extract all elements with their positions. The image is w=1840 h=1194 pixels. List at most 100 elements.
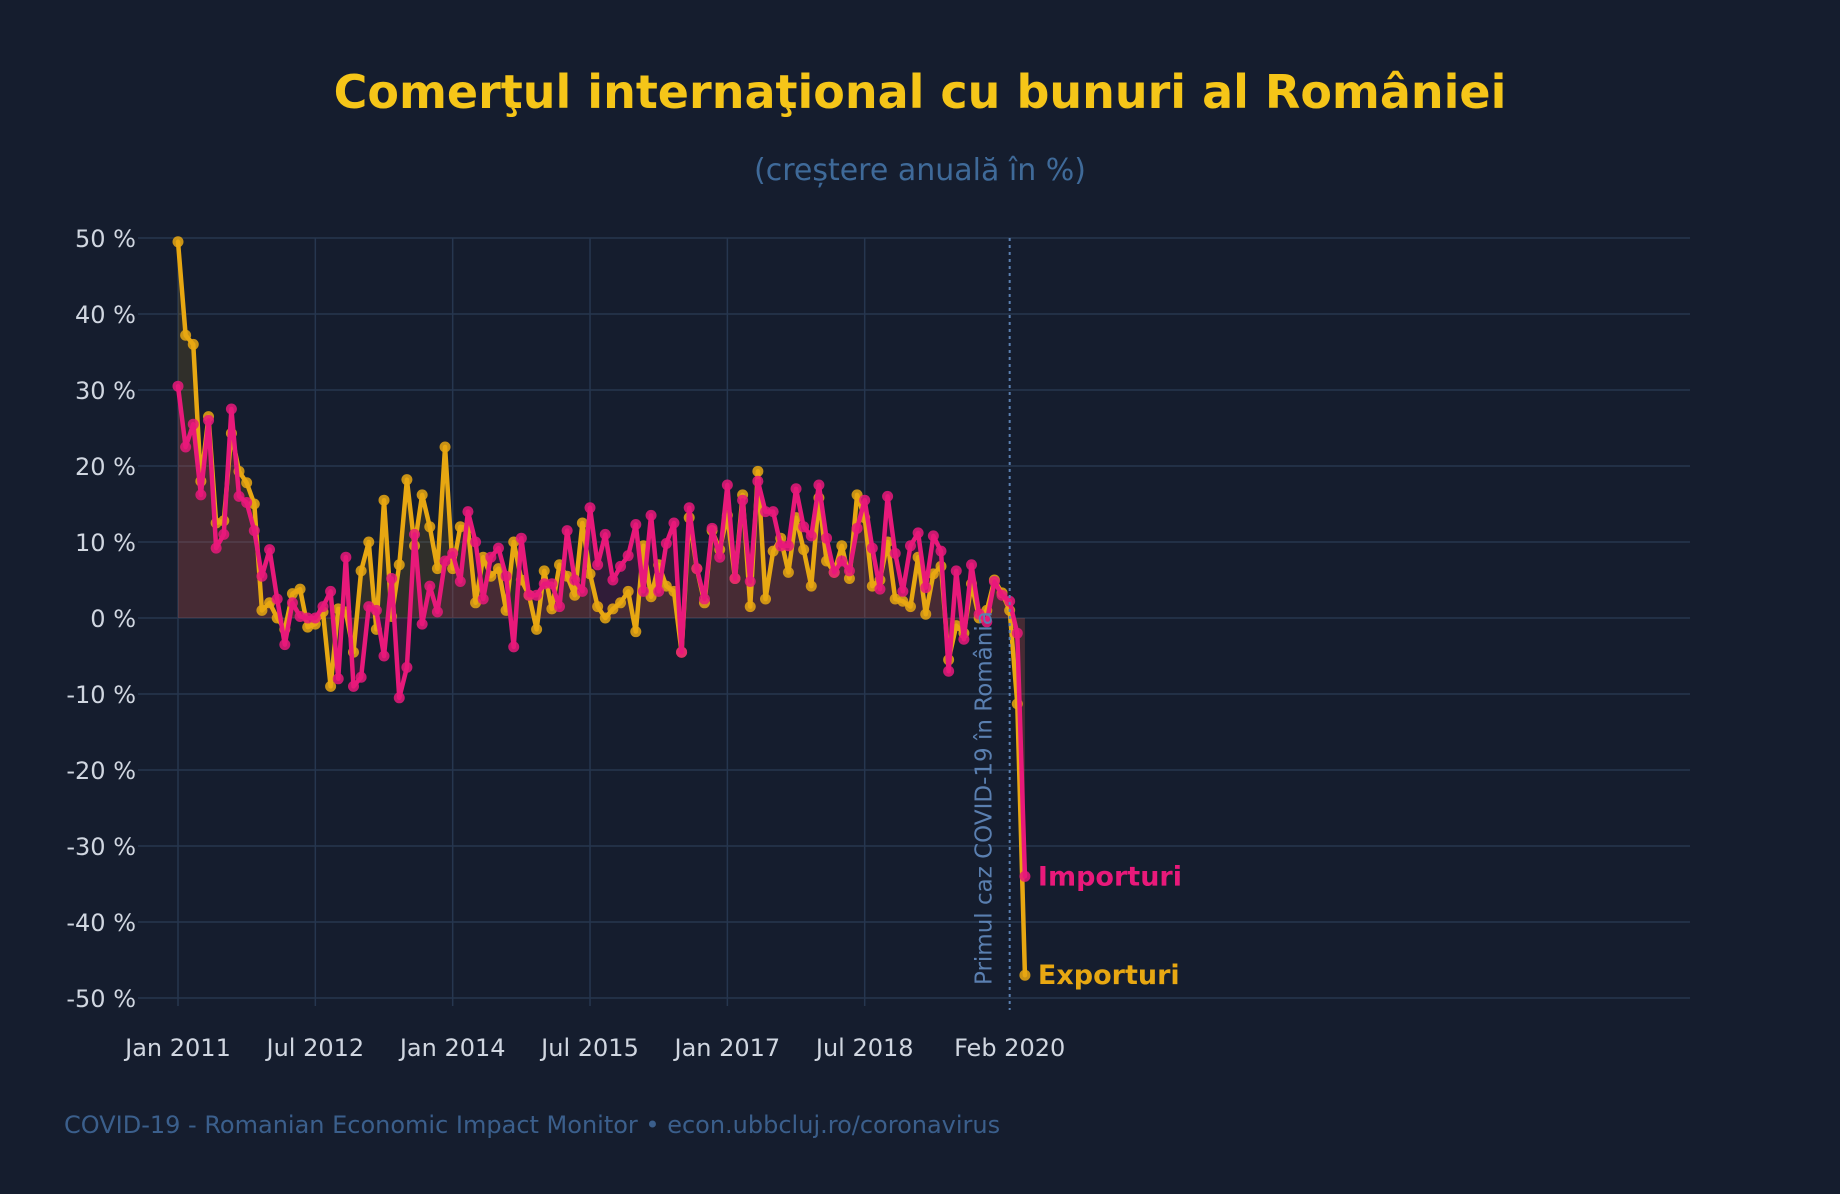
data-point <box>889 547 901 559</box>
data-point <box>660 580 672 592</box>
y-tick-label: 20 % <box>75 453 136 481</box>
data-point <box>256 604 268 616</box>
data-point <box>576 517 588 529</box>
data-point <box>233 490 245 502</box>
data-point <box>904 601 916 613</box>
data-point <box>279 639 291 651</box>
data-point <box>439 441 451 453</box>
data-point <box>203 414 215 426</box>
data-point <box>470 536 482 548</box>
data-point <box>538 578 550 590</box>
data-point <box>599 528 611 540</box>
data-point <box>172 236 184 248</box>
data-point <box>927 530 939 542</box>
data-point <box>370 604 382 616</box>
data-point <box>492 542 504 554</box>
data-point <box>508 641 520 653</box>
data-point <box>927 568 939 580</box>
data-point <box>805 580 817 592</box>
data-point <box>744 576 756 588</box>
data-point <box>798 521 810 533</box>
data-point <box>218 528 230 540</box>
data-point <box>309 612 321 624</box>
data-point <box>241 496 253 508</box>
grid-lines <box>138 237 1690 1006</box>
data-point <box>630 519 642 531</box>
data-point <box>668 517 680 529</box>
covid-annotation: Primul caz COVID-19 în România <box>972 238 1011 1010</box>
data-point <box>798 544 810 556</box>
data-point <box>660 538 672 550</box>
data-point <box>843 572 855 584</box>
data-point <box>676 646 688 658</box>
data-point <box>897 595 909 607</box>
data-point <box>851 522 863 534</box>
data-point <box>584 568 596 580</box>
data-point <box>637 585 649 597</box>
data-point <box>485 551 497 563</box>
data-point <box>378 650 390 662</box>
y-tick-label: -50 % <box>66 985 136 1013</box>
data-point <box>561 525 573 537</box>
data-point <box>630 626 642 638</box>
data-point <box>210 542 222 554</box>
data-point <box>599 612 611 624</box>
data-point <box>622 550 634 562</box>
data-point <box>1019 969 1031 981</box>
data-point <box>683 502 695 514</box>
plot-area <box>172 236 1031 981</box>
data-point <box>996 589 1008 601</box>
data-point <box>401 474 413 486</box>
data-point <box>813 479 825 491</box>
data-point <box>531 623 543 635</box>
series-labels: Exporturi Importuri <box>1038 861 1182 991</box>
data-point <box>225 403 237 415</box>
data-point <box>500 570 512 582</box>
data-point <box>912 527 924 539</box>
data-point <box>477 593 489 605</box>
data-point <box>271 593 283 605</box>
data-point <box>195 489 207 501</box>
data-point <box>851 489 863 501</box>
data-point <box>752 465 764 477</box>
data-point <box>584 502 596 514</box>
data-point <box>958 633 970 645</box>
data-point <box>988 576 1000 588</box>
y-tick-label: 50 % <box>75 225 136 253</box>
data-point <box>920 582 932 594</box>
y-tick-label: 0 % <box>90 605 136 633</box>
data-point <box>607 603 619 615</box>
y-tick-label: -30 % <box>66 833 136 861</box>
data-point <box>378 494 390 506</box>
data-point <box>981 616 993 628</box>
data-point <box>950 565 962 577</box>
data-point <box>760 506 772 518</box>
data-point <box>172 380 184 392</box>
data-point <box>569 574 581 586</box>
data-point <box>187 418 199 430</box>
data-point <box>416 618 428 630</box>
y-tick-label: 10 % <box>75 529 136 557</box>
x-tick-label: Jul 2018 <box>814 1034 914 1062</box>
x-axis: Jan 2011 Jul 2012 Jan 2014 Jul 2015 Jan 2017… <box>123 1034 1065 1062</box>
data-point <box>416 489 428 501</box>
data-point <box>264 544 276 556</box>
data-point <box>782 540 794 552</box>
x-tick-label: Jul 2015 <box>539 1034 639 1062</box>
data-point <box>836 555 848 567</box>
data-point <box>729 572 741 584</box>
data-point <box>180 329 192 341</box>
data-point <box>721 479 733 491</box>
data-point <box>874 583 886 595</box>
data-point <box>744 601 756 613</box>
data-point <box>515 532 527 544</box>
chart-subtitle: (creștere anuală în %) <box>754 153 1086 188</box>
series-end-label: Importuri <box>1038 861 1182 892</box>
data-point <box>866 542 878 554</box>
y-tick-label: 40 % <box>75 301 136 329</box>
data-point <box>256 570 268 582</box>
data-point <box>1011 627 1023 639</box>
data-point <box>302 612 314 624</box>
y-tick-label: 30 % <box>75 377 136 405</box>
